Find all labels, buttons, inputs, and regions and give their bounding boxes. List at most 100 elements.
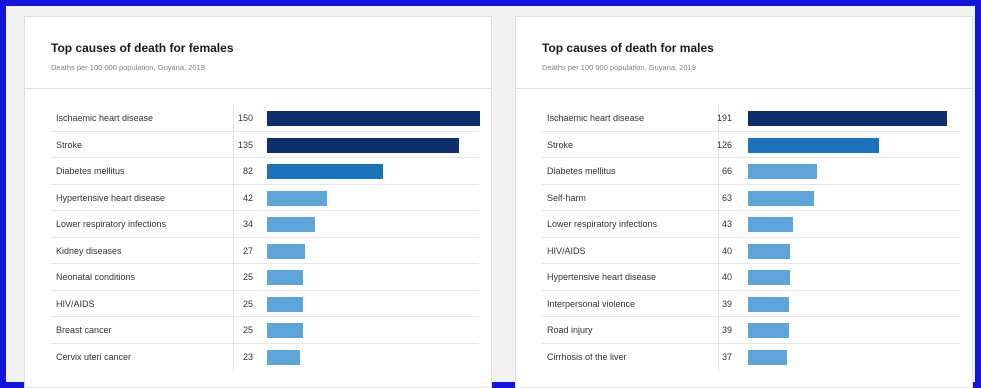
value-label: 37 — [721, 351, 732, 362]
row-divider — [233, 211, 234, 238]
bar — [748, 217, 793, 232]
value-label: 135 — [237, 139, 253, 150]
value-label: 63 — [721, 192, 732, 203]
bar — [748, 270, 790, 285]
category-label: Self-harm — [547, 192, 587, 203]
row-divider — [718, 211, 719, 238]
table-row: Breast cancer 25 — [51, 317, 479, 344]
row-divider — [233, 264, 234, 291]
bar — [748, 243, 790, 259]
row-divider — [718, 237, 719, 264]
males-chart-subtitle: Deaths per 100 000 population, Guyana, 2… — [542, 63, 696, 72]
category-label: Ischaemic heart disease — [547, 113, 645, 123]
table-row: Stroke 126 — [542, 131, 960, 158]
table-row: Ischaemic heart disease 150 — [51, 105, 480, 132]
bar — [267, 270, 303, 285]
row-divider — [233, 317, 234, 344]
bar — [267, 323, 303, 338]
bar — [267, 111, 480, 126]
category-label: Cervix uteri cancer — [56, 351, 132, 362]
females-chart-header: Top causes of death for females Deaths p… — [25, 17, 491, 89]
value-label: 39 — [721, 298, 732, 309]
bar — [748, 296, 789, 312]
row-divider — [233, 237, 234, 264]
category-label: Ischaemic heart disease — [56, 113, 154, 123]
row-divider — [718, 290, 719, 317]
value-label: 39 — [721, 325, 732, 335]
table-row: Cirrhosis of the liver 37 — [542, 343, 960, 371]
bar — [267, 243, 306, 259]
table-row: HIV/AIDS 25 — [51, 290, 479, 317]
category-label: Cirrhosis of the liver — [547, 351, 627, 362]
table-row: Diabetes mellitus 82 — [51, 158, 479, 185]
category-label: Hypertensive heart disease — [56, 192, 166, 203]
table-row: Cervix uteri cancer 23 — [51, 343, 479, 371]
table-row: Self-harm 63 — [542, 184, 960, 211]
category-label: HIV/AIDS — [547, 245, 586, 256]
table-row: Interpersonal violence 39 — [542, 290, 960, 317]
row-divider — [233, 158, 234, 185]
table-row: Lower respiratory infections 34 — [51, 211, 479, 238]
row-divider — [233, 105, 234, 132]
value-label: 25 — [242, 272, 253, 282]
value-label: 40 — [721, 245, 732, 256]
category-label: Diabetes mellitus — [547, 166, 616, 176]
value-label: 82 — [242, 166, 253, 176]
row-divider — [718, 343, 719, 371]
category-label: Lower respiratory infections — [56, 219, 167, 229]
value-label: 191 — [716, 113, 732, 123]
category-label: Lower respiratory infections — [547, 219, 658, 229]
table-row: Lower respiratory infections 43 — [542, 211, 960, 238]
bar — [748, 111, 947, 126]
bar — [267, 137, 459, 153]
value-label: 150 — [237, 113, 253, 123]
category-label: Stroke — [547, 139, 574, 150]
category-label: Kidney diseases — [56, 245, 122, 256]
bar — [267, 190, 327, 206]
females-chart-panel: Top causes of death for females Deaths p… — [24, 16, 492, 388]
females-chart-subtitle: Deaths per 100 000 population, Guyana, 2… — [51, 63, 205, 72]
bar — [748, 137, 880, 153]
males-chart-title: Top causes of death for males — [542, 41, 714, 55]
value-label: 25 — [242, 325, 253, 335]
females-chart-title: Top causes of death for females — [51, 41, 234, 55]
category-label: Hypertensive heart disease — [547, 272, 657, 282]
bar — [748, 323, 789, 338]
bar — [267, 164, 384, 179]
value-label: 27 — [242, 245, 253, 256]
bar — [267, 349, 300, 365]
table-row: Hypertensive heart disease 42 — [51, 184, 479, 211]
table-row: Ischaemic heart disease 191 — [542, 105, 960, 132]
row-divider — [718, 264, 719, 291]
value-label: 43 — [721, 219, 732, 229]
table-row: Neonatal conditions 25 — [51, 264, 479, 291]
row-divider — [233, 184, 234, 211]
table-row: Stroke 135 — [51, 131, 479, 158]
row-divider — [233, 290, 234, 317]
table-row: Road injury 39 — [542, 317, 960, 344]
value-label: 34 — [242, 219, 253, 229]
bar — [748, 164, 817, 179]
value-label: 40 — [721, 272, 732, 282]
table-row: Kidney diseases 27 — [51, 237, 479, 264]
category-label: Breast cancer — [56, 325, 112, 335]
category-label: Interpersonal violence — [547, 298, 636, 309]
row-divider — [718, 158, 719, 185]
category-label: Road injury — [547, 325, 593, 335]
row-divider — [233, 131, 234, 158]
value-label: 66 — [721, 166, 732, 176]
value-label: 25 — [242, 298, 253, 309]
row-divider — [233, 343, 234, 371]
table-row: Diabetes mellitus 66 — [542, 158, 960, 185]
category-label: Diabetes mellitus — [56, 166, 125, 176]
table-row: HIV/AIDS 40 — [542, 237, 960, 264]
row-divider — [718, 184, 719, 211]
females-chart-rows: Ischaemic heart disease 150 Stroke 135 Diabe… — [51, 105, 480, 371]
males-chart-panel: Top causes of death for males Deaths per… — [515, 16, 973, 388]
row-divider — [718, 131, 719, 158]
bar — [748, 190, 814, 206]
bar — [748, 349, 787, 365]
category-label: Stroke — [56, 139, 83, 150]
table-row: Hypertensive heart disease 40 — [542, 264, 960, 291]
